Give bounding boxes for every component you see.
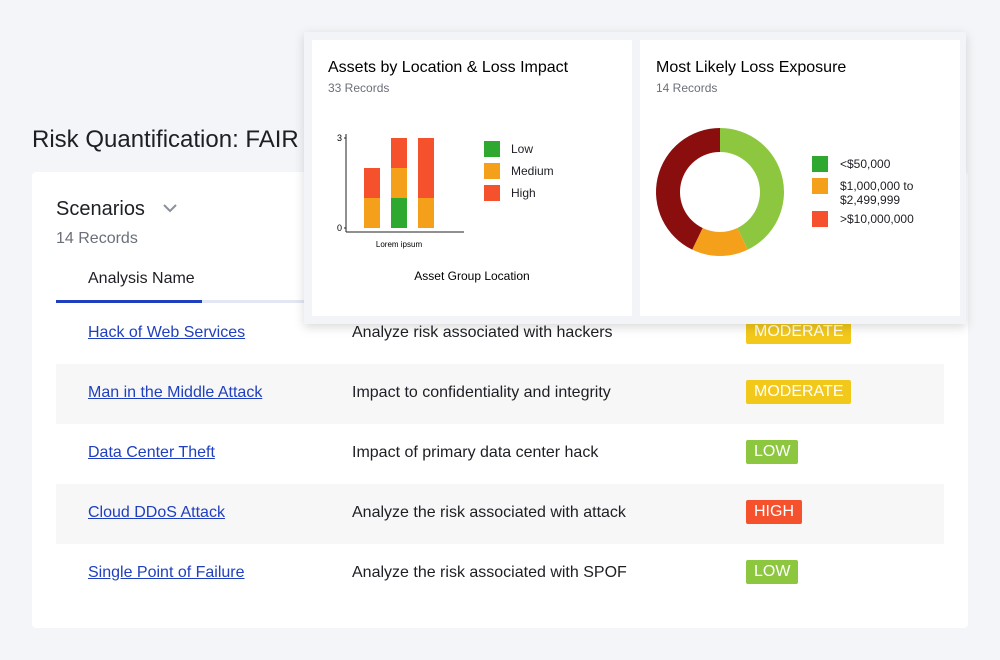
bar-segment — [418, 198, 434, 228]
description: Impact of primary data center hack — [352, 444, 599, 461]
donut-slice — [692, 228, 748, 256]
table-row: Single Point of Failure Analyze the risk … — [56, 544, 944, 604]
table-row: Man in the Middle Attack Impact to confid… — [56, 364, 944, 424]
description: Analyze the risk associated with SPOF — [352, 564, 627, 581]
page-title: Risk Quantification: FAIR — [32, 126, 299, 153]
description: Analyze risk associated with hackers — [352, 324, 613, 341]
x-tick-label: Lorem ipsum — [376, 240, 423, 249]
legend-label: $1,000,000 to $2,499,999 — [840, 179, 914, 207]
record-count: 14 Records — [56, 230, 138, 247]
bar-segment — [364, 198, 380, 228]
x-axis-label: Asset Group Location — [414, 269, 529, 283]
legend-swatch — [484, 163, 500, 179]
chart-title: Most Likely Loss Exposure — [656, 59, 846, 76]
legend-label: High — [511, 186, 536, 200]
legend-swatch — [484, 141, 500, 157]
table-row: Cloud DDoS Attack Analyze the risk associ… — [56, 484, 944, 544]
y-tick-label: 0 — [337, 223, 342, 233]
y-tick-label: 3 — [337, 133, 342, 143]
legend-label: Low — [511, 142, 534, 156]
legend-item: High — [511, 186, 536, 200]
bar-segment — [391, 138, 407, 168]
column-header[interactable]: Analysis Name — [88, 270, 195, 287]
legend-item: $1,000,000 to $2,499,999 — [840, 179, 914, 207]
donut-slice — [656, 128, 720, 250]
bar-segment — [391, 198, 407, 228]
risk-badge: MODERATE — [746, 380, 852, 404]
analysis-link[interactable]: Single Point of Failure — [88, 564, 245, 581]
card-title: Scenarios — [56, 198, 145, 220]
legend-swatch — [812, 156, 828, 172]
legend-swatch — [812, 211, 828, 227]
legend-label: Medium — [511, 164, 554, 178]
analysis-link[interactable]: Man in the Middle Attack — [88, 384, 263, 401]
bar-segment — [391, 168, 407, 198]
description: Analyze the risk associated with attack — [352, 504, 626, 521]
legend-item: >$10,000,000 — [840, 212, 914, 226]
risk-badge: HIGH — [746, 500, 802, 524]
legend-label: <$50,000 — [840, 157, 891, 171]
table-row: Data Center Theft Impact of primary data … — [56, 424, 944, 484]
risk-badge: LOW — [746, 440, 799, 464]
legend-swatch — [484, 185, 500, 201]
analysis-link[interactable]: Data Center Theft — [88, 444, 215, 461]
legend-item: Medium — [511, 164, 554, 178]
chart-card — [640, 40, 960, 316]
tab-indicator — [56, 300, 202, 303]
donut-slice — [720, 128, 785, 250]
legend-item: <$50,000 — [840, 157, 891, 171]
description: Impact to confidentiality and integrity — [352, 384, 611, 401]
risk-badge: LOW — [746, 560, 799, 584]
bar-segment — [418, 138, 434, 198]
legend-label: >$10,000,000 — [840, 212, 914, 226]
chart-subtitle: 14 Records — [656, 81, 717, 95]
dropdown-chevron[interactable] — [162, 202, 178, 214]
legend-swatch — [812, 178, 828, 194]
analysis-link[interactable]: Cloud DDoS Attack — [88, 504, 225, 521]
chart-title: Assets by Location & Loss Impact — [328, 59, 569, 76]
legend-item: Low — [511, 142, 534, 156]
analysis-link[interactable]: Hack of Web Services — [88, 324, 246, 341]
bar-segment — [364, 168, 380, 198]
chart-subtitle: 33 Records — [328, 81, 389, 95]
